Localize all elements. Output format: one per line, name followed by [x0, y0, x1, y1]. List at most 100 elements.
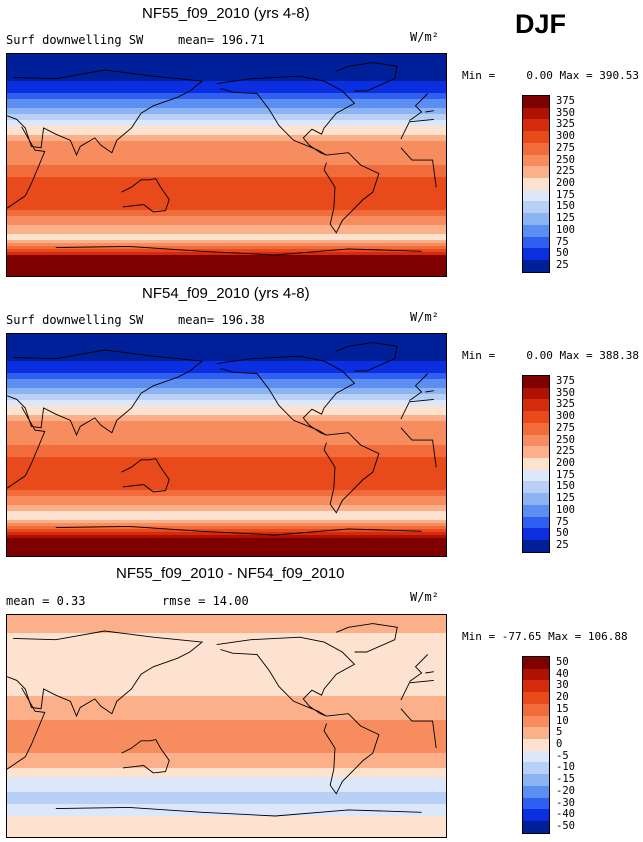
zonal-band — [7, 496, 446, 500]
zonal-band — [7, 409, 446, 413]
zonal-band — [7, 231, 446, 235]
panel1-colorbar — [522, 95, 550, 273]
coastline — [425, 671, 434, 674]
zonal-band — [7, 630, 446, 634]
zonal-band — [7, 639, 446, 643]
colorbar-tick-label: 325 — [556, 398, 575, 411]
coastline — [202, 528, 422, 536]
colorbar-tick-label: 20 — [556, 691, 569, 704]
colorbar-segment — [523, 516, 549, 529]
zonal-band — [7, 487, 446, 491]
colorbar-tick-label: 175 — [556, 468, 575, 481]
zonal-band — [7, 460, 446, 464]
colorbar-tick-label: 50 — [556, 247, 569, 260]
panel1-variable-label: Surf downwelling SW — [6, 33, 144, 47]
zonal-band — [7, 195, 446, 199]
coastline — [121, 178, 170, 213]
colorbar-tick-label: 150 — [556, 480, 575, 493]
zonal-band — [7, 457, 446, 461]
zonal-band — [7, 714, 446, 718]
colorbar-tick-label: 50 — [556, 527, 569, 540]
zonal-band — [7, 57, 446, 61]
panel3-mean-label: mean = 0.33 — [6, 594, 86, 608]
panel3-map-svg — [7, 615, 446, 837]
zonal-band — [7, 102, 446, 106]
zonal-band — [7, 529, 446, 533]
panel3-title: NF55_f09_2010 - NF54_f09_2010 — [116, 565, 345, 582]
zonal-band — [7, 532, 446, 536]
coastline — [121, 458, 170, 493]
coastline — [323, 432, 380, 514]
zonal-band — [7, 96, 446, 100]
colorbar-segment — [523, 750, 549, 763]
colorbar-segment — [523, 446, 549, 459]
zonal-band — [7, 192, 446, 196]
colorbar-tick-label: 25 — [556, 259, 569, 272]
zonal-band — [7, 159, 446, 163]
colorbar-segment — [523, 703, 549, 716]
panel1-colorbar-ticks: 375 350 325 300 275 250 225 200 175 150 125 100 75 50… — [556, 95, 596, 271]
zonal-band — [7, 249, 446, 253]
colorbar-segment — [523, 399, 549, 412]
zonal-band — [7, 804, 446, 808]
panel2-variable-label: Surf downwelling SW — [6, 313, 144, 327]
zonal-band — [7, 400, 446, 404]
zonal-band — [7, 490, 446, 494]
colorbar-tick-label: 350 — [556, 106, 575, 119]
zonal-band — [7, 481, 446, 485]
zonal-band — [7, 780, 446, 784]
zonal-band — [7, 219, 446, 223]
zonal-band — [7, 382, 446, 386]
zonal-band — [7, 774, 446, 778]
colorbar-tick-label: 75 — [556, 235, 569, 248]
panel3-minmax: Min = -77.65 Max = 106.88 — [462, 630, 628, 643]
zonal-band — [7, 156, 446, 160]
colorbar-tick-label: 200 — [556, 457, 575, 469]
zonal-band — [7, 618, 446, 622]
zonal-band — [7, 406, 446, 410]
zonal-band — [7, 642, 446, 646]
zonal-band — [7, 66, 446, 70]
zonal-band — [7, 147, 446, 151]
zonal-band — [7, 771, 446, 775]
colorbar-segment — [523, 411, 549, 423]
colorbar-tick-label: 250 — [556, 433, 575, 446]
colorbar-segment — [523, 248, 549, 261]
zonal-band — [7, 520, 446, 524]
panel3-min-label: Min = — [462, 630, 496, 643]
zonal-band — [7, 150, 446, 154]
zonal-band — [7, 87, 446, 91]
colorbar-segment — [523, 469, 549, 482]
coastline — [55, 806, 203, 813]
zonal-band — [7, 177, 446, 181]
zonal-band — [7, 126, 446, 130]
colorbar-tick-label: 250 — [556, 153, 575, 166]
zonal-band — [7, 337, 446, 341]
zonal-band — [7, 165, 446, 169]
panel2-minmax: Min = 0.00 Max = 388.38 — [462, 349, 639, 362]
colorbar-tick-label: 125 — [556, 492, 575, 505]
coastline — [400, 427, 437, 468]
zonal-band — [7, 261, 446, 265]
colorbar-segment — [523, 715, 549, 728]
colorbar-segment — [523, 434, 549, 447]
zonal-band — [7, 822, 446, 826]
zonal-band — [7, 213, 446, 217]
panel2-colorbar — [522, 375, 550, 553]
zonal-band — [7, 526, 446, 530]
colorbar-segment — [523, 166, 549, 179]
colorbar-tick-label: 275 — [556, 141, 575, 154]
zonal-band — [7, 783, 446, 787]
zonal-band — [7, 684, 446, 688]
colorbar-segment — [523, 774, 549, 786]
panel2-mean-label: mean= 196.38 — [178, 313, 265, 327]
zonal-band — [7, 114, 446, 118]
zonal-band — [7, 270, 446, 274]
zonal-band — [7, 547, 446, 551]
zonal-band — [7, 750, 446, 754]
zonal-band — [7, 376, 446, 380]
zonal-band — [7, 54, 446, 58]
coastline — [216, 75, 356, 156]
zonal-band — [7, 123, 446, 127]
colorbar-tick-label: 350 — [556, 386, 575, 399]
